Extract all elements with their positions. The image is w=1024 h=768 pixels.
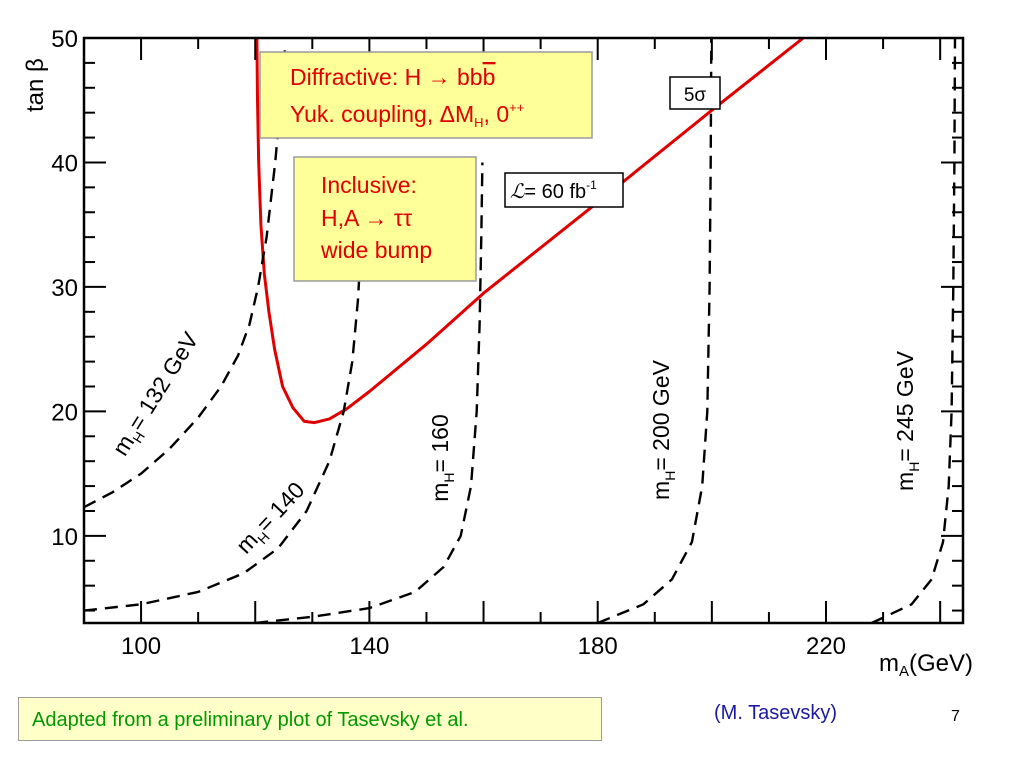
page-number: 7 xyxy=(951,708,960,725)
svg-text:Inclusive:: Inclusive: xyxy=(321,172,417,198)
x-tick-label: 140 xyxy=(349,633,389,660)
author-credit: (M. Tasevsky) xyxy=(714,702,837,724)
x-tick-label: 220 xyxy=(806,633,846,660)
svg-text:wide bump: wide bump xyxy=(320,237,432,263)
curve-label-mh: mH= 160 xyxy=(427,414,457,502)
curve-mh-1 xyxy=(84,50,287,509)
curve-label-mh: mH= 245 GeV xyxy=(892,350,922,491)
curve-label-mh: mH= 132 GeV xyxy=(107,327,207,462)
y-axis-label: tan β xyxy=(22,58,49,112)
y-tick-label: 20 xyxy=(51,399,78,426)
y-tick-label: 40 xyxy=(51,150,78,177)
svg-text:Yuk. coupling, ΔMH, 0++: Yuk. coupling, ΔMH, 0++ xyxy=(290,100,524,130)
luminosity-box: ℒ= 60 fb-1 xyxy=(504,172,624,208)
svg-text:Diffractive: H → bbb: Diffractive: H → bbb xyxy=(290,64,495,90)
curve-5sigma xyxy=(255,38,805,425)
x-tick-label: 180 xyxy=(578,633,618,660)
y-tick-label: 50 xyxy=(51,26,78,53)
svg-text:H,A → ττ: H,A → ττ xyxy=(321,205,412,231)
inclusive-box: Inclusive: H,A → ττ wide bump xyxy=(293,156,477,282)
curve-label-mh: mH= 140 xyxy=(231,477,313,561)
curve-mh-4 xyxy=(597,38,713,623)
x-tick-label: 100 xyxy=(121,633,161,660)
svg-text:5σ: 5σ xyxy=(684,85,707,106)
svg-text:ℒ= 60 fb-1: ℒ= 60 fb-1 xyxy=(510,178,597,203)
sigma-label-box: 5σ xyxy=(669,76,721,110)
curve-mh-3 xyxy=(255,162,484,623)
curve-mh-5 xyxy=(871,38,957,623)
curve-mh-2 xyxy=(84,162,366,612)
x-axis-label: mA(GeV) xyxy=(879,650,973,680)
curve-label-mh: mH= 200 GeV xyxy=(648,359,678,500)
plot-frame xyxy=(82,36,965,625)
chart: 100 140 180 220 10 20 30 40 50 mA(GeV) tan β mH= 1… xyxy=(22,26,973,680)
diffractive-box: Diffractive: H → bbb Yuk. coupling, ΔMH, … xyxy=(259,51,593,139)
y-tick-label: 10 xyxy=(51,524,78,551)
source-note: Adapted from a preliminary plot of Tasev… xyxy=(18,697,602,741)
y-tick-label: 30 xyxy=(51,275,78,302)
